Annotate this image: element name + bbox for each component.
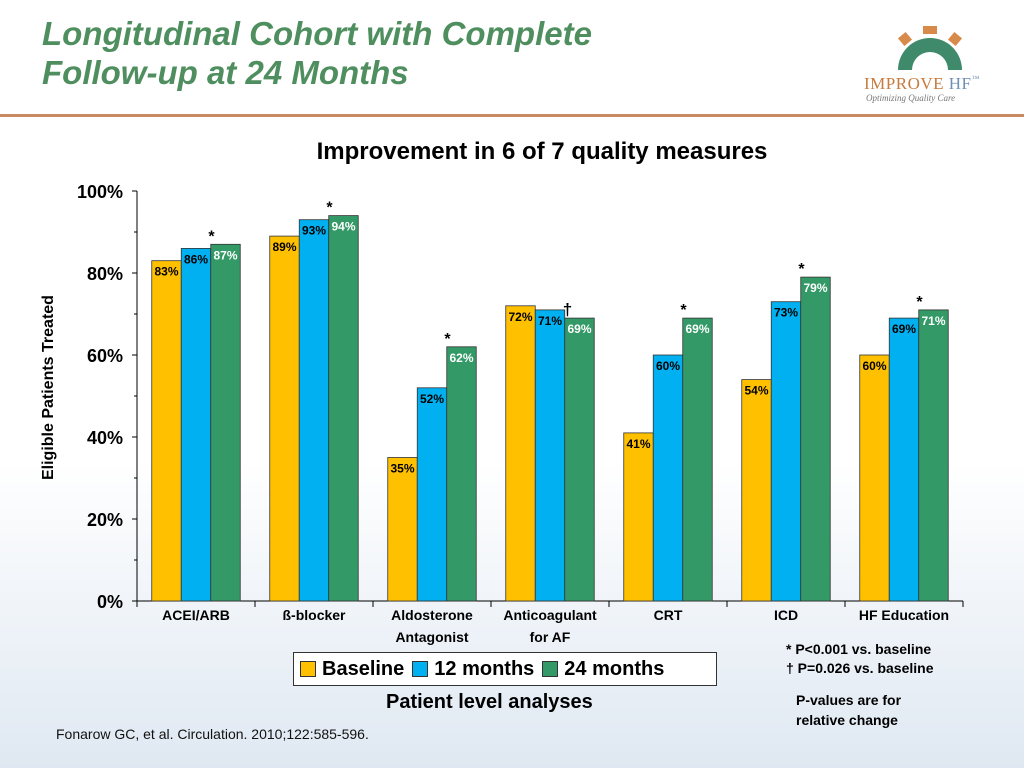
- legend-swatch-baseline: [300, 661, 316, 677]
- bar: [770, 301, 802, 602]
- x-axis-title: Patient level analyses: [386, 691, 593, 713]
- y-axis-label: Eligible Patients Treated: [40, 295, 57, 480]
- bar: [859, 354, 890, 602]
- x-tick-label: HF Education: [859, 607, 949, 623]
- bar: [564, 317, 595, 602]
- bar: [151, 260, 182, 602]
- bar: [446, 346, 477, 602]
- significance-marker: *: [326, 200, 333, 217]
- legend-label-baseline: Baseline: [322, 657, 405, 680]
- slide-title-line2: Follow-up at 24 Months: [42, 54, 409, 91]
- legend-item-baseline: Baseline: [300, 658, 404, 681]
- bar: [505, 305, 536, 602]
- y-tick-label: 80%: [87, 264, 123, 284]
- data-label: 41%: [626, 437, 650, 451]
- data-label: 35%: [390, 462, 414, 476]
- x-tick-label: for AF: [530, 629, 571, 645]
- logo-tm: ™: [971, 74, 980, 83]
- bar: [387, 457, 418, 602]
- improve-hf-logo: [897, 26, 963, 70]
- bar: [741, 379, 772, 602]
- bar: [534, 309, 566, 602]
- y-tick-label: 40%: [87, 428, 123, 448]
- legend-label-24-months: 24 months: [564, 657, 665, 680]
- y-tick-label: 20%: [87, 510, 123, 530]
- data-label: 52%: [420, 392, 444, 406]
- significance-marker: *: [680, 302, 687, 319]
- data-label: 83%: [154, 265, 178, 279]
- chart-title: Improvement in 6 of 7 quality measures: [316, 138, 768, 165]
- note-p-001: * P<0.001 vs. baseline: [786, 641, 932, 657]
- y-tick-label: 60%: [87, 346, 123, 366]
- x-tick-label: ICD: [774, 607, 798, 623]
- slide-title: Longitudinal Cohort with Complete Follow…: [42, 14, 742, 92]
- note-p-026: † P=0.026 vs. baseline: [786, 660, 934, 676]
- y-tick-label: 100%: [77, 182, 123, 202]
- bar: [416, 387, 448, 602]
- citation: Fonarow GC, et al. Circulation. 2010;122…: [56, 726, 369, 742]
- chart-legend: Baseline 12 months 24 months: [293, 652, 717, 686]
- significance-marker: *: [444, 331, 451, 348]
- data-label: 71%: [538, 314, 562, 328]
- x-tick-label: Anticoagulant: [503, 607, 597, 623]
- data-label: 94%: [331, 220, 355, 234]
- bar-chart: 0% 20% 40% 60% 80% 100% 83% 86% 87% * ACEI/ARB 89% 9…: [77, 182, 964, 645]
- bar: [682, 317, 713, 602]
- bar: [210, 243, 241, 602]
- logo-word-hf: HF: [948, 74, 972, 93]
- data-label: 73%: [774, 306, 798, 320]
- bar: [180, 247, 212, 602]
- data-label: 60%: [656, 359, 680, 373]
- bar: [800, 276, 831, 602]
- significance-marker: †: [563, 300, 572, 319]
- bar: [623, 432, 654, 602]
- x-tick-label: ACEI/ARB: [162, 607, 230, 623]
- data-label: 87%: [213, 248, 237, 262]
- pvalue-note-line2: relative change: [796, 712, 898, 728]
- data-label: 71%: [921, 314, 945, 328]
- bar: [298, 219, 330, 602]
- bar: [269, 235, 300, 602]
- data-label: 89%: [272, 240, 296, 254]
- y-tick-label: 0%: [97, 592, 123, 612]
- x-tick-label: ß-blocker: [282, 607, 346, 623]
- legend-item-12-months: 12 months: [412, 658, 534, 681]
- significance-marker: *: [798, 261, 805, 278]
- significance-notes: * P<0.001 vs. baseline † P=0.026 vs. bas…: [786, 640, 934, 678]
- data-label: 54%: [744, 384, 768, 398]
- logo-text: IMPROVE HF™: [864, 74, 980, 94]
- data-label: 72%: [508, 310, 532, 324]
- slide-title-line1: Longitudinal Cohort with Complete: [42, 15, 592, 52]
- pvalue-note: P-values are for relative change: [796, 690, 901, 730]
- title-divider: [0, 114, 1024, 117]
- significance-marker: *: [208, 228, 215, 245]
- bar: [652, 354, 684, 602]
- data-label: 79%: [803, 281, 827, 295]
- data-label: 69%: [685, 322, 709, 336]
- logo-word-improve: IMPROVE: [864, 74, 945, 93]
- data-label: 69%: [567, 322, 591, 336]
- data-label: 60%: [862, 359, 886, 373]
- data-label: 69%: [892, 322, 916, 336]
- logo-tagline: Optimizing Quality Care: [866, 93, 956, 103]
- x-tick-label: CRT: [654, 607, 683, 623]
- x-tick-label: Antagonist: [395, 629, 468, 645]
- x-tick-label: Aldosterone: [391, 607, 473, 623]
- bar: [328, 215, 359, 602]
- data-label: 93%: [302, 224, 326, 238]
- bar: [888, 317, 920, 602]
- significance-marker: *: [916, 294, 923, 311]
- legend-label-12-months: 12 months: [434, 657, 535, 680]
- data-label: 62%: [449, 351, 473, 365]
- data-label: 86%: [184, 252, 208, 266]
- legend-item-24-months: 24 months: [542, 658, 664, 681]
- pvalue-note-line1: P-values are for: [796, 692, 902, 708]
- bar: [918, 309, 949, 602]
- legend-swatch-12-months: [412, 661, 429, 677]
- legend-swatch-24-months: [542, 661, 559, 677]
